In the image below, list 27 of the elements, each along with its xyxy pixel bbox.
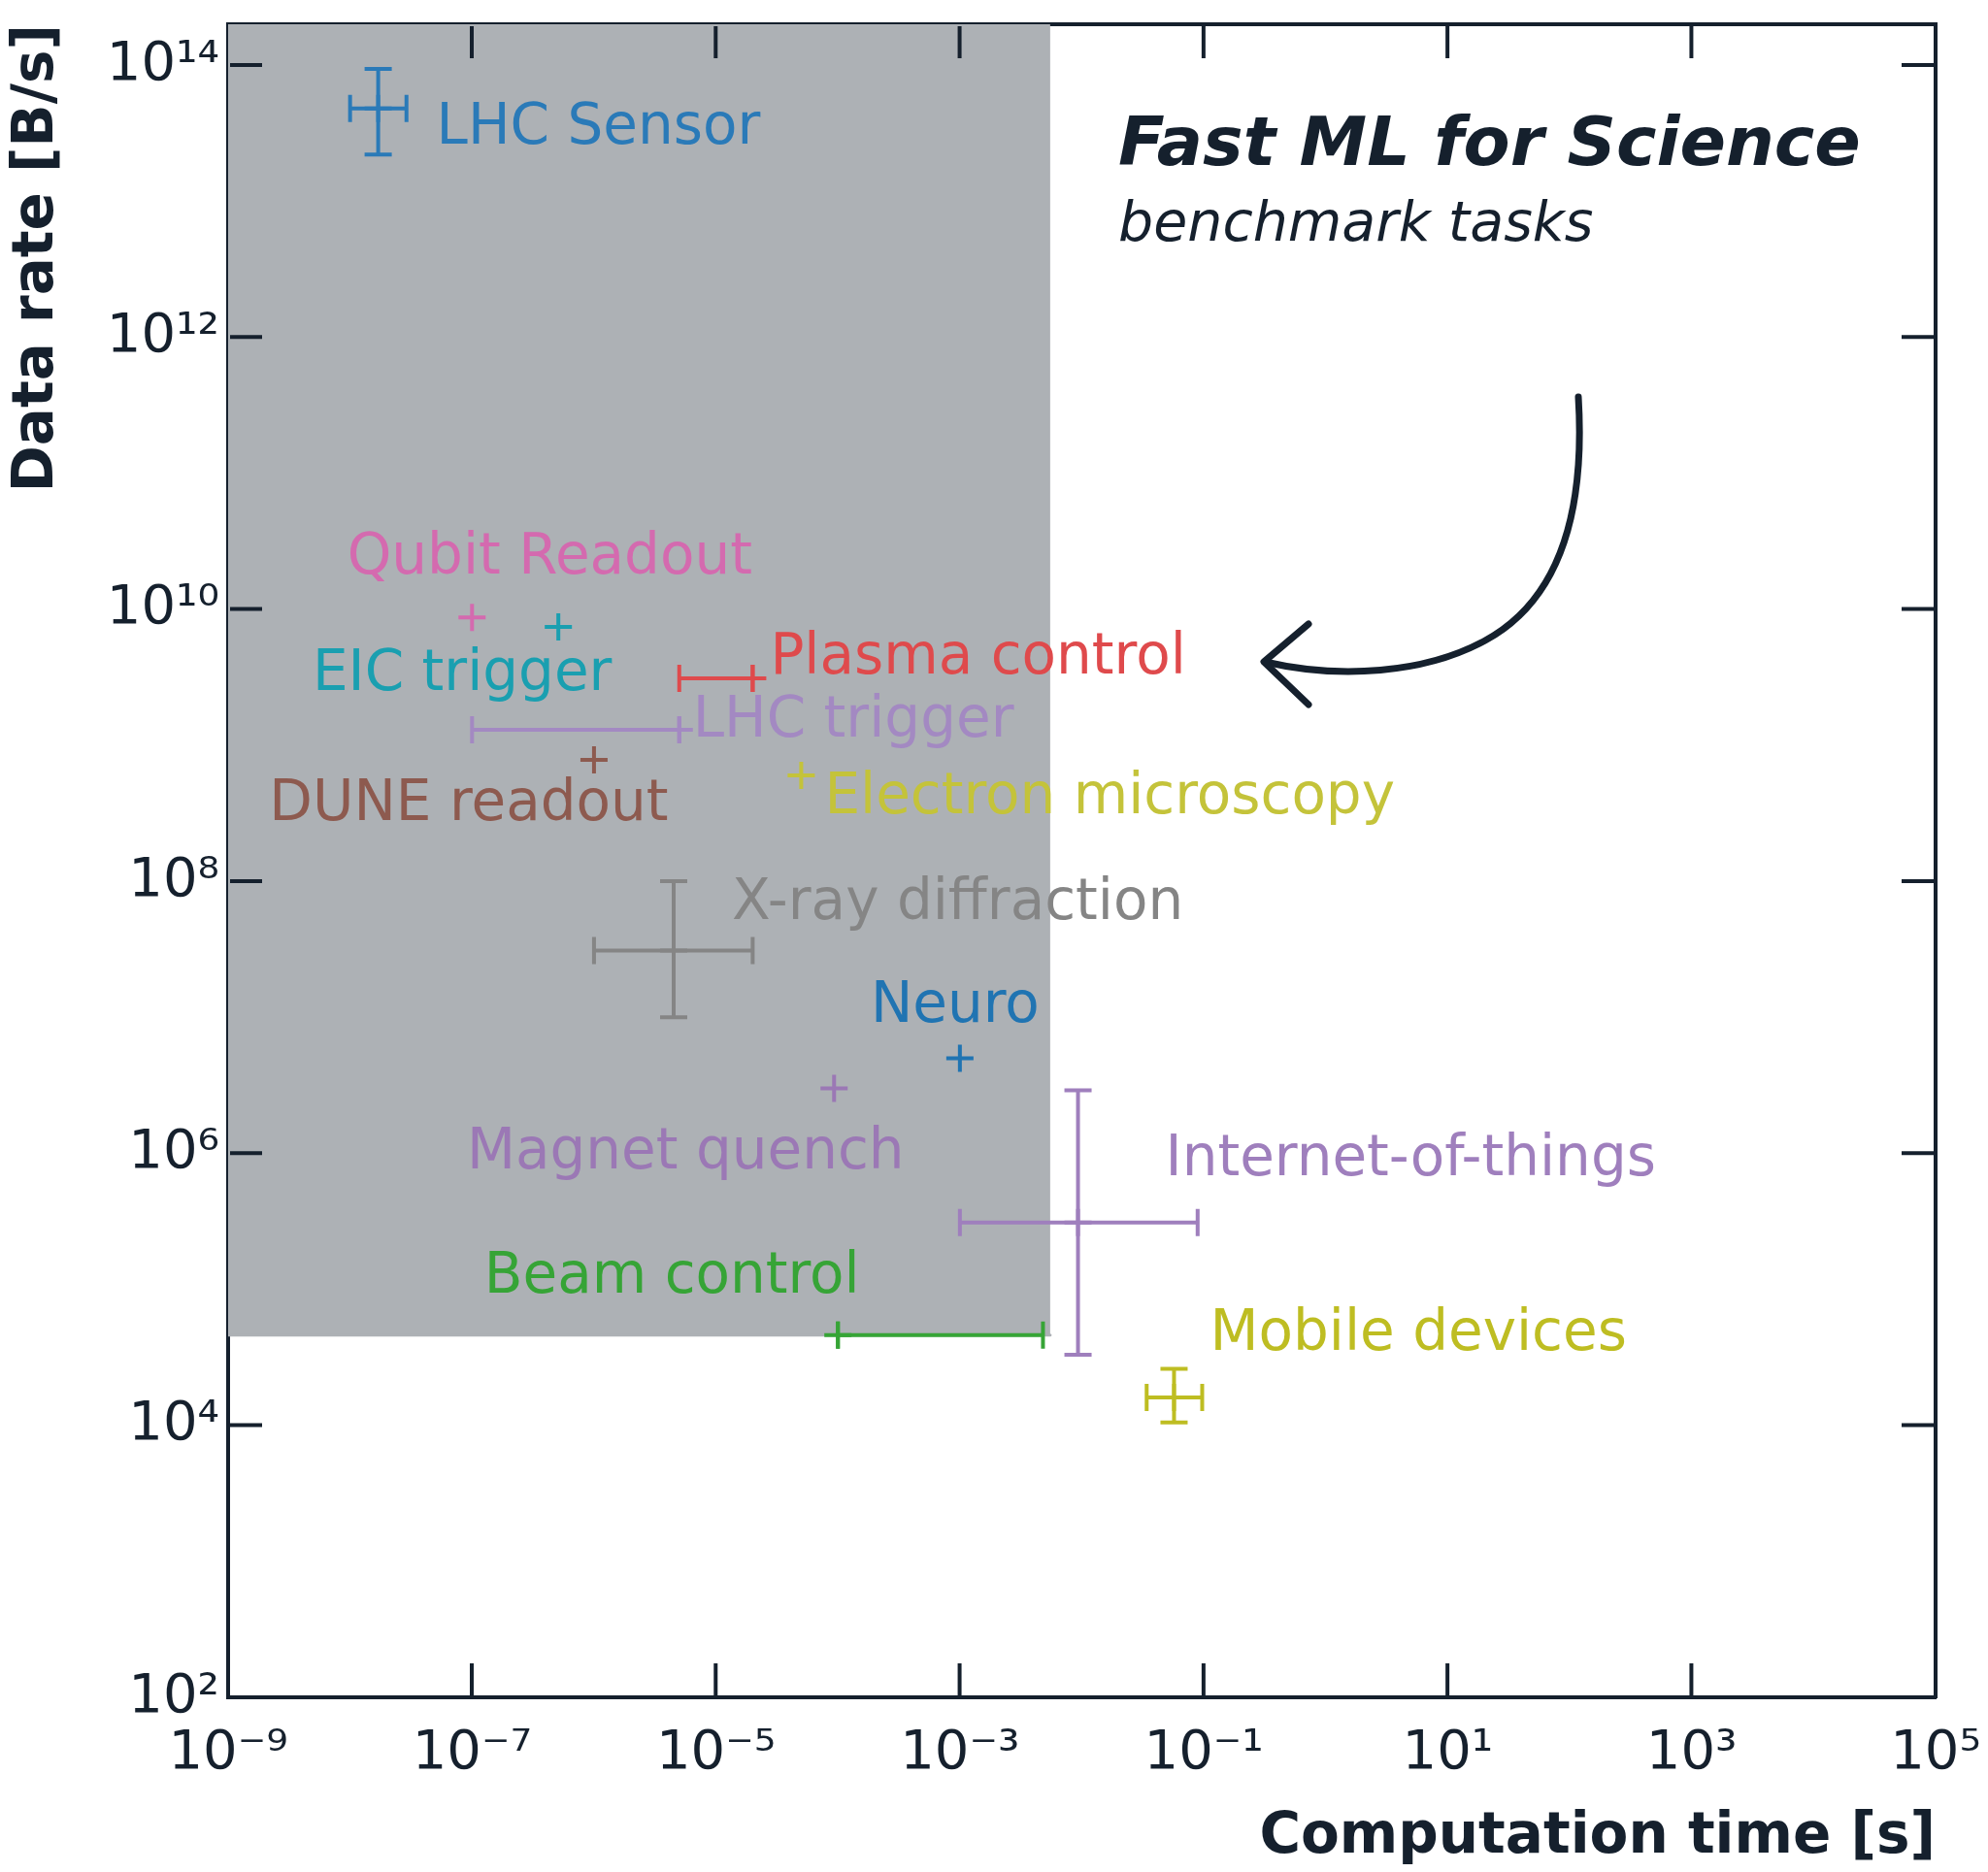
y-tick-label: 10⁴ bbox=[128, 1389, 219, 1453]
x-tick-label: 10¹ bbox=[1402, 1718, 1494, 1782]
y-tick-label: 10¹² bbox=[106, 301, 219, 365]
x-tick-label: 10⁻⁷ bbox=[412, 1718, 532, 1782]
x-axis-title: Computation time [s] bbox=[1259, 1800, 1936, 1867]
x-tick-label: 10⁵ bbox=[1890, 1718, 1981, 1782]
series-label: Plasma control bbox=[770, 621, 1186, 688]
x-tick-label: 10⁻³ bbox=[900, 1718, 1020, 1782]
text: Fast ML for Science bbox=[1118, 102, 1861, 181]
series-label: Mobile devices bbox=[1209, 1297, 1627, 1364]
y-tick-label: 10¹⁰ bbox=[106, 573, 219, 637]
x-tick-label: 10⁻¹ bbox=[1143, 1718, 1264, 1782]
series-label: Internet-of-things bbox=[1165, 1122, 1656, 1189]
y-axis-title: Data rate [B/s] bbox=[0, 24, 66, 493]
text: benchmark tasks bbox=[1118, 189, 1594, 253]
series-label: Qubit Readout bbox=[347, 521, 752, 588]
series-label: LHC Sensor bbox=[436, 90, 761, 157]
series-label: DUNE readout bbox=[269, 768, 669, 835]
series-label: Beam control bbox=[483, 1239, 860, 1306]
series-label: Neuro bbox=[870, 969, 1040, 1036]
y-tick-label: 10⁶ bbox=[128, 1116, 219, 1180]
x-tick-label: 10³ bbox=[1645, 1718, 1738, 1782]
series-label: Magnet quench bbox=[466, 1115, 905, 1182]
y-tick-label: 10¹⁴ bbox=[106, 28, 219, 92]
series-label: EIC trigger bbox=[312, 638, 613, 705]
x-tick-label: 10⁻⁵ bbox=[655, 1718, 777, 1782]
y-tick-label: 10⁸ bbox=[128, 844, 219, 908]
